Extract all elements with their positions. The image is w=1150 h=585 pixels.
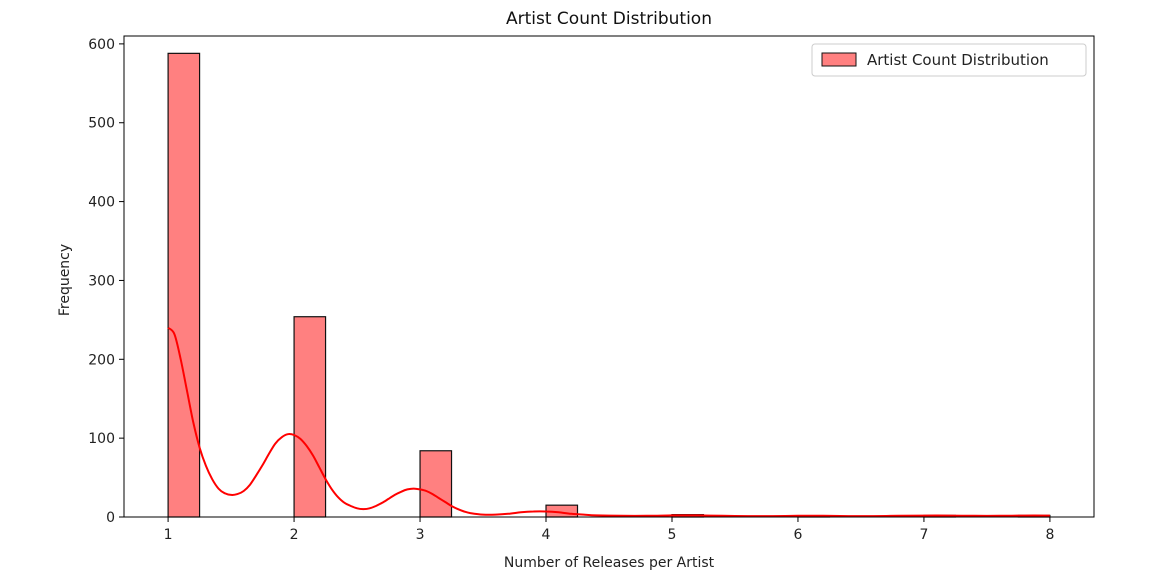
- x-tick-label: 4: [542, 527, 551, 543]
- legend: Artist Count Distribution: [811, 43, 1087, 77]
- histogram-bar: [419, 450, 453, 518]
- y-tick-label: 400: [88, 195, 115, 211]
- y-tick-label: 100: [88, 431, 115, 447]
- x-tick-label: 8: [1045, 527, 1054, 543]
- x-tick-label: 1: [164, 527, 173, 543]
- plot-frame: [123, 35, 1095, 518]
- histogram-bar: [293, 316, 327, 518]
- y-tick-label: 600: [88, 37, 115, 53]
- x-tick-label: 3: [416, 527, 425, 543]
- x-axis-ticks: 1 2 3 4 5 6 7 8: [164, 517, 1054, 543]
- histogram-bars: [167, 52, 1051, 518]
- legend-label: Artist Count Distribution: [867, 51, 1049, 69]
- x-tick-label: 7: [919, 527, 928, 543]
- y-tick-label: 500: [88, 116, 115, 132]
- y-tick-label: 0: [106, 510, 115, 526]
- x-axis-label: Number of Releases per Artist: [504, 555, 715, 571]
- y-tick-label: 200: [88, 352, 115, 368]
- y-axis-label: Frequency: [57, 244, 73, 316]
- x-tick-label: 5: [668, 527, 677, 543]
- y-axis-ticks: 0 100 200 300 400 500 600: [88, 37, 124, 526]
- y-tick-label: 300: [88, 273, 115, 289]
- legend-swatch: [821, 52, 857, 67]
- kde-curve: [167, 326, 1050, 518]
- x-tick-label: 2: [290, 527, 299, 543]
- chart-title: Artist Count Distribution: [506, 9, 712, 29]
- histogram-bar: [167, 52, 201, 518]
- x-tick-label: 6: [794, 527, 803, 543]
- legend-box: [811, 43, 1087, 77]
